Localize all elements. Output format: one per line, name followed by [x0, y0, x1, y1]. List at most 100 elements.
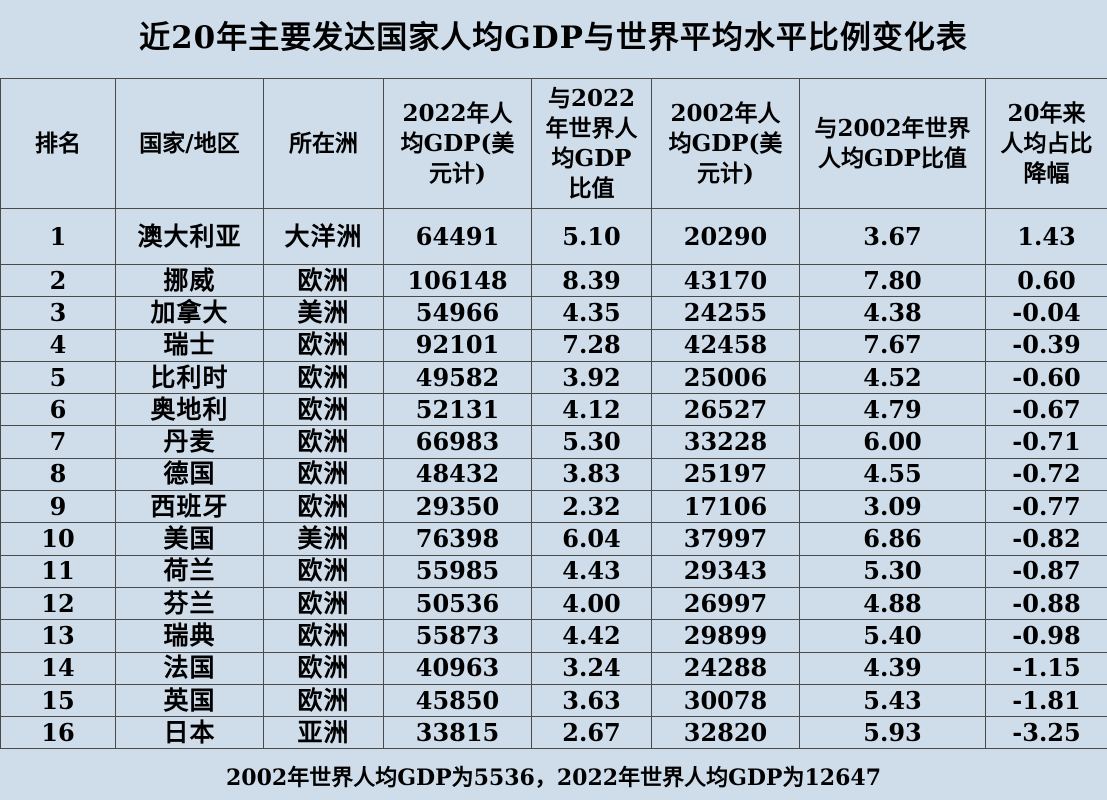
table-row: 5 比利时 欧洲 49582 3.92 25006 4.52 -0.60: [0, 360, 1107, 395]
cell-ratio-2022: 4.12: [531, 393, 652, 427]
cell-gdp-2002: 24255: [651, 296, 800, 330]
cell-ratio-2022: 6.04: [531, 522, 652, 556]
header-gdp-2002: 2002年人均GDP(美元计): [651, 78, 800, 209]
cell-gdp-2022: 33815: [383, 716, 532, 750]
cell-rank: 14: [0, 651, 116, 685]
cell-decline: -0.60: [985, 360, 1107, 395]
cell-ratio-2022: 3.83: [531, 457, 652, 492]
cell-ratio-2002: 5.43: [799, 683, 986, 718]
cell-gdp-2002: 26527: [651, 393, 800, 427]
header-continent: 所在洲: [263, 78, 384, 209]
cell-country: 德国: [115, 457, 264, 492]
cell-rank: 2: [0, 263, 116, 298]
cell-ratio-2022: 5.10: [531, 208, 652, 265]
cell-ratio-2002: 6.00: [799, 425, 986, 459]
cell-continent: 欧洲: [263, 490, 384, 524]
table-row: 14 法国 欧洲 40963 3.24 24288 4.39 -1.15: [0, 651, 1107, 685]
cell-decline: -0.87: [985, 554, 1107, 588]
cell-gdp-2022: 52131: [383, 393, 532, 427]
cell-decline: -0.04: [985, 296, 1107, 330]
footer-note: 2002年世界人均GDP为5536，2022年世界人均GDP为12647: [225, 765, 882, 791]
table-row: 6 奥地利 欧洲 52131 4.12 26527 4.79 -0.67: [0, 393, 1107, 427]
table-row: 7 丹麦 欧洲 66983 5.30 33228 6.00 -0.71: [0, 425, 1107, 459]
cell-gdp-2022: 106148: [383, 263, 532, 298]
header-ratio-2022: 与2022年世界人均GDP比值: [531, 78, 652, 209]
cell-decline: 1.43: [985, 208, 1107, 265]
cell-rank: 7: [0, 425, 116, 459]
cell-continent: 欧洲: [263, 393, 384, 427]
cell-continent: 欧洲: [263, 683, 384, 718]
cell-rank: 5: [0, 360, 116, 395]
cell-gdp-2022: 55873: [383, 619, 532, 653]
table-row: 2 挪威 欧洲 106148 8.39 43170 7.80 0.60: [0, 263, 1107, 298]
cell-gdp-2002: 42458: [651, 328, 800, 362]
cell-rank: 16: [0, 716, 116, 750]
cell-country: 瑞士: [115, 328, 264, 362]
cell-decline: -0.71: [985, 425, 1107, 459]
gdp-table: 排名 国家/地区 所在洲 2022年人均GDP(美元计) 与2022年世界人均G…: [0, 78, 1107, 750]
cell-gdp-2002: 37997: [651, 522, 800, 556]
cell-rank: 11: [0, 554, 116, 588]
cell-continent: 欧洲: [263, 457, 384, 492]
page-title: 近20年主要发达国家人均GDP与世界平均水平比例变化表: [139, 20, 968, 56]
cell-decline: -0.82: [985, 522, 1107, 556]
cell-ratio-2022: 4.00: [531, 586, 652, 621]
cell-ratio-2022: 3.63: [531, 683, 652, 718]
header-gdp-2022: 2022年人均GDP(美元计): [383, 78, 532, 209]
cell-ratio-2002: 4.88: [799, 586, 986, 621]
cell-ratio-2022: 2.32: [531, 490, 652, 524]
cell-gdp-2002: 30078: [651, 683, 800, 718]
cell-continent: 欧洲: [263, 651, 384, 685]
cell-gdp-2002: 26997: [651, 586, 800, 621]
table-header-row: 排名 国家/地区 所在洲 2022年人均GDP(美元计) 与2022年世界人均G…: [0, 78, 1107, 209]
table-row: 8 德国 欧洲 48432 3.83 25197 4.55 -0.72: [0, 457, 1107, 492]
header-rank: 排名: [0, 78, 116, 209]
table-body: 1 澳大利亚 大洋洲 64491 5.10 20290 3.67 1.43 2 挪威 欧洲 10614…: [0, 208, 1107, 750]
table-row: 9 西班牙 欧洲 29350 2.32 17106 3.09 -0.77: [0, 490, 1107, 524]
table-row: 16 日本 亚洲 33815 2.67 32820 5.93 -3.25: [0, 716, 1107, 750]
cell-continent: 亚洲: [263, 716, 384, 750]
cell-country: 比利时: [115, 360, 264, 395]
cell-gdp-2002: 25006: [651, 360, 800, 395]
cell-ratio-2002: 4.79: [799, 393, 986, 427]
cell-country: 日本: [115, 716, 264, 750]
table-row: 11 荷兰 欧洲 55985 4.43 29343 5.30 -0.87: [0, 554, 1107, 588]
cell-country: 荷兰: [115, 554, 264, 588]
cell-continent: 美洲: [263, 296, 384, 330]
cell-continent: 欧洲: [263, 619, 384, 653]
cell-rank: 4: [0, 328, 116, 362]
table-row: 3 加拿大 美洲 54966 4.35 24255 4.38 -0.04: [0, 296, 1107, 330]
table-row: 12 芬兰 欧洲 50536 4.00 26997 4.88 -0.88: [0, 586, 1107, 621]
cell-continent: 欧洲: [263, 554, 384, 588]
cell-ratio-2002: 5.40: [799, 619, 986, 653]
cell-ratio-2002: 5.30: [799, 554, 986, 588]
cell-gdp-2022: 50536: [383, 586, 532, 621]
cell-gdp-2002: 24288: [651, 651, 800, 685]
cell-decline: -0.77: [985, 490, 1107, 524]
cell-continent: 欧洲: [263, 425, 384, 459]
cell-ratio-2022: 4.35: [531, 296, 652, 330]
cell-gdp-2022: 29350: [383, 490, 532, 524]
cell-decline: -0.67: [985, 393, 1107, 427]
cell-decline: -0.98: [985, 619, 1107, 653]
table-row: 13 瑞典 欧洲 55873 4.42 29899 5.40 -0.98: [0, 619, 1107, 653]
cell-ratio-2002: 3.09: [799, 490, 986, 524]
cell-country: 法国: [115, 651, 264, 685]
cell-continent: 美洲: [263, 522, 384, 556]
cell-country: 芬兰: [115, 586, 264, 621]
cell-gdp-2002: 43170: [651, 263, 800, 298]
cell-country: 英国: [115, 683, 264, 718]
cell-ratio-2002: 7.80: [799, 263, 986, 298]
cell-country: 加拿大: [115, 296, 264, 330]
cell-gdp-2022: 48432: [383, 457, 532, 492]
cell-continent: 欧洲: [263, 360, 384, 395]
cell-ratio-2002: 4.55: [799, 457, 986, 492]
cell-gdp-2002: 20290: [651, 208, 800, 265]
cell-ratio-2002: 4.38: [799, 296, 986, 330]
cell-gdp-2022: 49582: [383, 360, 532, 395]
cell-gdp-2002: 17106: [651, 490, 800, 524]
cell-continent: 欧洲: [263, 263, 384, 298]
cell-gdp-2002: 33228: [651, 425, 800, 459]
table-row: 10 美国 美洲 76398 6.04 37997 6.86 -0.82: [0, 522, 1107, 556]
